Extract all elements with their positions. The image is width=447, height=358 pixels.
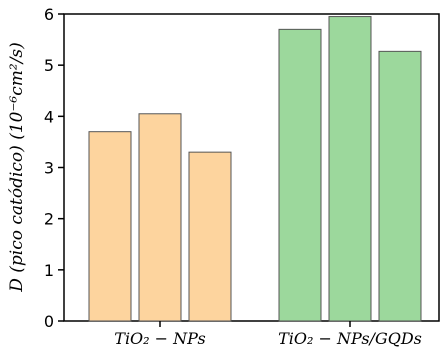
y-axis-ticks: 0 1 2 3 4 5 6: [44, 5, 64, 331]
bar: [278, 28, 322, 322]
x-axis-category-labels: TiO₂ − NPs TiO₂ − NPs/GQDs: [114, 321, 422, 348]
bar: [328, 16, 372, 322]
y-tick-label: 3: [44, 159, 54, 178]
x-category-label: TiO₂ − NPs/GQDs: [278, 329, 422, 348]
y-tick-label: 0: [44, 312, 54, 331]
bar: [88, 131, 132, 322]
y-tick-label: 1: [44, 261, 54, 280]
y-tick-label: 6: [44, 5, 54, 24]
y-tick-label: 4: [44, 107, 54, 126]
bar: [188, 151, 232, 322]
y-tick-label: 2: [44, 210, 54, 229]
x-category-label: TiO₂ − NPs: [114, 329, 205, 348]
y-tick-label: 5: [44, 56, 54, 75]
bars-group: [88, 16, 422, 322]
bar: [138, 113, 182, 322]
bar: [378, 50, 422, 322]
y-axis-title: D (pico catódico) (10⁻⁶cm²/s): [7, 42, 27, 293]
